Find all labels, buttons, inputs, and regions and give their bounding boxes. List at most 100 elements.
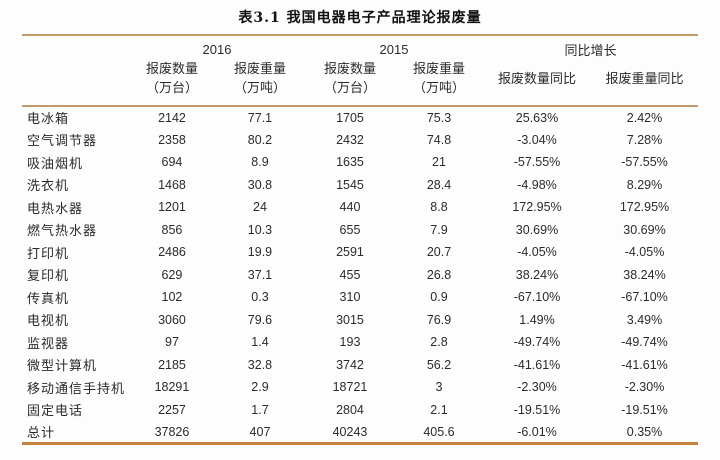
cell-yoy-quantity: -19.51% bbox=[513, 402, 561, 417]
cell-2016-weight: 32.8 bbox=[247, 357, 273, 372]
cell-2016-quantity: 2185 bbox=[158, 357, 186, 372]
header-2015-scrap-quantity: 报废数量 （万台） bbox=[304, 59, 395, 107]
cell-2015-quantity: 193 bbox=[339, 335, 361, 350]
header-sub-row: 报废数量 （万台） 报废重量 （万吨） 报废数量 （万台） 报废重量 （万吨） … bbox=[21, 59, 699, 107]
product-name-cell: 监视器 bbox=[26, 336, 69, 352]
cell-2016-weight: 2.9 bbox=[251, 380, 269, 395]
product-name-cell: 移动通信手持机 bbox=[26, 381, 125, 397]
cell-2016-weight: 37.1 bbox=[247, 267, 273, 282]
table-row: 传真机 102 0.3 310 0.9 -67.10% -67.10% bbox=[22, 286, 698, 309]
product-name-cell: 复印机 bbox=[26, 269, 69, 285]
cell-yoy-weight: 38.24% bbox=[623, 267, 666, 282]
cell-2016-quantity: 2142 bbox=[158, 110, 186, 125]
cell-2015-quantity: 1635 bbox=[336, 155, 364, 170]
table-row: 洗衣机 1468 30.8 1545 28.4 -4.98% 8.29% bbox=[22, 174, 698, 197]
cell-yoy-weight: -19.51% bbox=[621, 402, 668, 417]
product-name-cell: 打印机 bbox=[26, 246, 69, 262]
cell-2015-weight: 7.9 bbox=[430, 222, 448, 237]
header-yoy-weight: 报废重量同比 bbox=[591, 59, 699, 107]
cell-2015-quantity: 310 bbox=[339, 290, 361, 305]
cell-2015-weight: 405.6 bbox=[394, 421, 483, 445]
cell-2015-quantity: 2591 bbox=[336, 245, 364, 260]
cell-2015-quantity: 3015 bbox=[336, 312, 364, 327]
cell-yoy-weight: 0.35% bbox=[591, 421, 699, 445]
scrap-volume-table: 2016 2015 同比增长 报废数量 （万台） 报废重量 （万吨） 报废数量 … bbox=[21, 34, 699, 445]
cell-yoy-weight: -41.61% bbox=[621, 357, 668, 372]
table-row: 移动通信手持机 18291 2.9 18721 3 -2.30% -2.30% bbox=[22, 376, 698, 399]
cell-yoy-quantity: -3.04% bbox=[517, 132, 557, 147]
cell-2016-quantity: 629 bbox=[161, 267, 183, 282]
product-name-cell: 燃气热水器 bbox=[26, 224, 97, 240]
cell-yoy-quantity: 25.63% bbox=[515, 110, 559, 125]
cell-2016-weight: 10.3 bbox=[247, 222, 273, 237]
cell-2015-weight: 8.8 bbox=[430, 200, 448, 215]
header-line: 报废重量 bbox=[233, 61, 286, 77]
cell-yoy-weight: -57.55% bbox=[621, 155, 668, 170]
cell-yoy-weight: 3.49% bbox=[626, 312, 663, 327]
cell-2015-quantity: 18721 bbox=[332, 380, 368, 395]
cell-yoy-quantity: -41.61% bbox=[513, 357, 561, 372]
cell-2016-weight: 407 bbox=[214, 421, 305, 445]
cell-2015-quantity: 440 bbox=[339, 200, 361, 215]
cell-2015-weight: 2.8 bbox=[430, 335, 448, 350]
header-2015-scrap-weight: 报废重量 （万吨） bbox=[394, 59, 483, 107]
cell-2016-quantity: 2358 bbox=[158, 132, 186, 147]
table-row: 吸油烟机 694 8.9 1635 21 -57.55% -57.55% bbox=[22, 151, 698, 174]
corner-cell-sub bbox=[21, 59, 129, 107]
cell-yoy-quantity: 30.69% bbox=[515, 222, 559, 237]
cell-2016-quantity: 2257 bbox=[158, 402, 186, 417]
table-row: 微型计算机 2185 32.8 3742 56.2 -41.61% -41.61… bbox=[22, 354, 698, 377]
product-name-cell: 吸油烟机 bbox=[26, 156, 83, 172]
table-row: 电热水器 1201 24 440 8.8 172.95% 172.95% bbox=[22, 196, 698, 219]
cell-2015-quantity: 40243 bbox=[304, 421, 395, 445]
header-2016-scrap-quantity: 报废数量 （万台） bbox=[128, 59, 215, 107]
cell-yoy-quantity: -57.55% bbox=[513, 155, 561, 170]
cell-yoy-weight: 2.42% bbox=[626, 110, 663, 125]
cell-yoy-quantity: -49.74% bbox=[513, 335, 561, 350]
col-group-2016: 2016 bbox=[128, 34, 305, 59]
cell-2015-quantity: 1545 bbox=[336, 177, 364, 192]
cell-yoy-weight: 8.29% bbox=[626, 177, 663, 192]
table-row: 电视机 3060 79.6 3015 76.9 1.49% 3.49% bbox=[22, 309, 698, 332]
cell-2016-weight: 0.3 bbox=[251, 290, 269, 305]
cell-yoy-quantity: -67.10% bbox=[513, 290, 561, 305]
table-row: 固定电话 2257 1.7 2804 2.1 -19.51% -19.51% bbox=[22, 399, 698, 422]
cell-2016-weight: 8.9 bbox=[251, 155, 269, 170]
cell-2016-quantity: 102 bbox=[161, 290, 183, 305]
cell-yoy-weight: 7.28% bbox=[626, 132, 663, 147]
product-name-cell: 微型计算机 bbox=[26, 359, 97, 375]
header-yoy-quantity: 报废数量同比 bbox=[483, 59, 591, 107]
cell-yoy-quantity: 172.95% bbox=[512, 200, 562, 215]
cell-2015-weight: 3 bbox=[435, 380, 443, 395]
table-header: 2016 2015 同比增长 报废数量 （万台） 报废重量 （万吨） 报废数量 … bbox=[21, 34, 699, 107]
product-name-cell: 电视机 bbox=[26, 314, 69, 330]
cell-2016-quantity: 856 bbox=[161, 222, 183, 237]
product-name-cell: 总计 bbox=[21, 421, 129, 445]
cell-2016-weight: 30.8 bbox=[247, 177, 273, 192]
table-row: 燃气热水器 856 10.3 655 7.9 30.69% 30.69% bbox=[22, 219, 698, 242]
cell-2015-quantity: 655 bbox=[339, 222, 361, 237]
cell-2016-quantity: 3060 bbox=[158, 312, 186, 327]
header-line: 报废重量 bbox=[412, 61, 465, 77]
cell-2015-weight: 76.9 bbox=[426, 312, 452, 327]
table-row: 复印机 629 37.1 455 26.8 38.24% 38.24% bbox=[22, 264, 698, 287]
col-group-2015: 2015 bbox=[304, 34, 483, 59]
cell-2016-quantity: 1201 bbox=[158, 200, 186, 215]
cell-2015-quantity: 2804 bbox=[336, 402, 364, 417]
header-unit: （万吨） bbox=[233, 80, 286, 95]
cell-2016-weight: 24 bbox=[253, 200, 267, 215]
cell-2016-quantity: 1468 bbox=[158, 177, 186, 192]
cell-yoy-quantity: 38.24% bbox=[515, 267, 559, 282]
product-name-cell: 洗衣机 bbox=[26, 179, 69, 195]
product-name-cell: 电冰箱 bbox=[26, 112, 69, 128]
cell-yoy-quantity: -4.05% bbox=[517, 245, 557, 260]
cell-2015-weight: 26.8 bbox=[426, 267, 452, 282]
cell-2015-quantity: 455 bbox=[339, 267, 361, 282]
table-row: 打印机 2486 19.9 2591 20.7 -4.05% -4.05% bbox=[22, 241, 698, 264]
cell-2016-weight: 1.7 bbox=[251, 402, 269, 417]
cell-2015-quantity: 3742 bbox=[336, 357, 364, 372]
cell-2015-weight: 2.1 bbox=[430, 402, 448, 417]
cell-2015-weight: 0.9 bbox=[430, 290, 448, 305]
cell-2016-quantity: 694 bbox=[161, 155, 183, 170]
